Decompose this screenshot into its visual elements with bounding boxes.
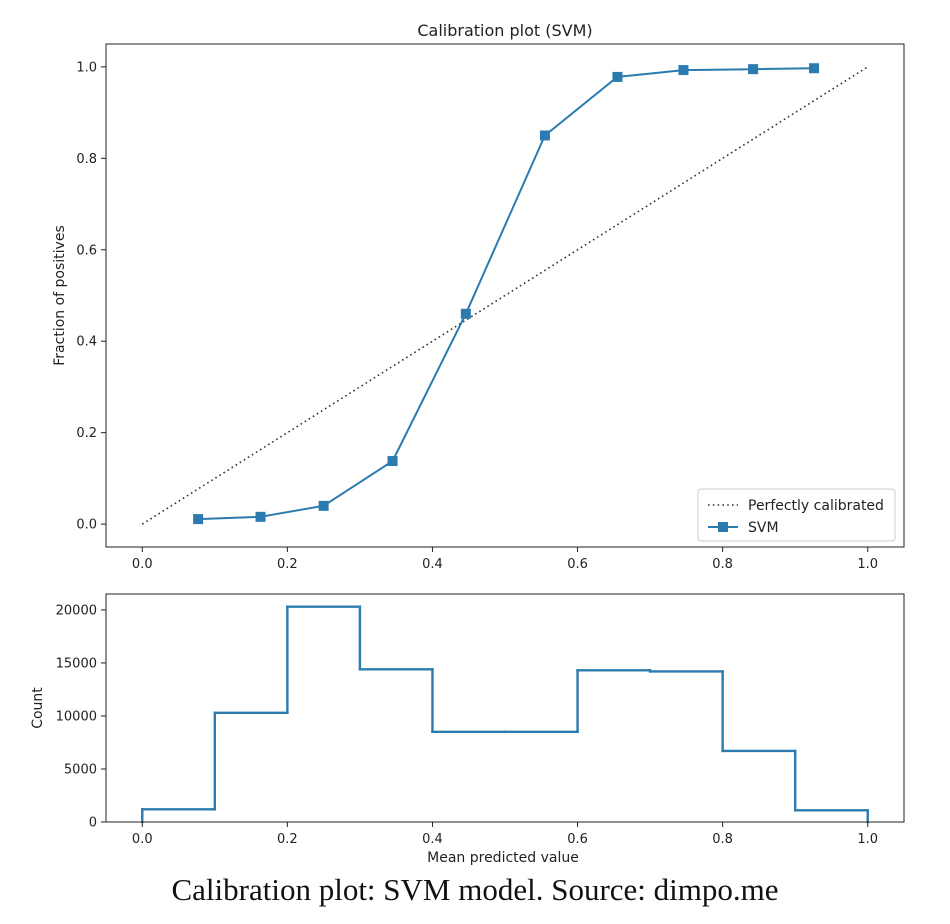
calibration-y-axis-label: Fraction of positives [52,225,68,366]
legend-label-svm: SVM [748,520,779,536]
legend-box [697,488,896,542]
svm-point [539,130,550,141]
perfectly-calibrated-line [141,66,869,525]
calibration-plot: Calibration plot (SVM) 0.0 0.2 0.4 0.6 0.8 1.… [52,21,905,572]
histogram-axes-frame [105,593,905,823]
svm-point [748,64,759,75]
svm-point [678,65,689,76]
y-tick-label: 10000 [56,709,97,724]
x-tick-label: 0.4 [422,832,443,847]
x-tick-label: 1.0 [857,557,878,572]
calibration-axes-frame [105,43,905,548]
legend-label-perfectly-calibrated: Perfectly calibrated [748,498,884,514]
x-tick-label: 0.0 [132,557,153,572]
svm-point [387,456,398,467]
histogram-plot: 0.0 0.2 0.4 0.6 0.8 1.0 05000100001500020000 … [30,593,905,866]
histogram-y-ticks: 0 5000 10000 15000 20000 [56,603,106,831]
svm-point [809,63,820,74]
y-tick-label: 15000 [56,656,97,671]
calibration-marks [141,63,869,525]
y-tick-label: 0.8 [76,152,97,167]
legend-marker-svm [718,522,728,532]
histogram-y-axis-label: Count [30,687,46,729]
y-tick-label: 0.6 [76,243,97,258]
histogram-marks [141,605,869,824]
histogram-x-axis-label: Mean predicted value [427,850,579,866]
svm-point [255,511,266,522]
svm-point [318,500,329,511]
svm-line [198,67,815,521]
x-tick-label: 0.8 [712,557,733,572]
x-tick-label: 0.2 [277,832,298,847]
x-tick-label: 1.0 [857,832,878,847]
x-tick-label: 0.6 [567,832,588,847]
svm-point [612,71,623,82]
calibration-x-ticks: 0.0 0.2 0.4 0.6 0.8 1.0 [132,547,878,572]
x-tick-label: 0.2 [277,557,298,572]
chart-title: Calibration plot (SVM) [417,21,592,40]
y-tick-label: 0.2 [76,426,97,441]
y-tick-label: 0 [89,816,97,831]
svm-point [460,308,471,319]
calibration-y-ticks: 0.0 0.2 0.4 0.6 0.8 1.0 [76,60,106,533]
x-tick-label: 0.4 [422,557,443,572]
y-tick-label: 20000 [56,603,97,618]
svm-point [193,514,204,525]
histogram-x-ticks: 0.0 0.2 0.4 0.6 0.8 1.0 [132,822,878,847]
calibration-figure: Calibration plot (SVM) 0.0 0.2 0.4 0.6 0.8 1.… [30,21,905,866]
legend: Perfectly calibrated SVM [697,488,896,542]
y-tick-label: 0.4 [76,335,97,350]
y-tick-label: 1.0 [76,60,97,75]
y-tick-label: 0.0 [76,518,97,533]
y-tick-label: 5000 [64,762,97,777]
figure-caption: Calibration plot: SVM model. Source: dim… [171,872,779,907]
x-tick-label: 0.8 [712,832,733,847]
x-tick-label: 0.6 [567,557,588,572]
x-tick-label: 0.0 [132,832,153,847]
